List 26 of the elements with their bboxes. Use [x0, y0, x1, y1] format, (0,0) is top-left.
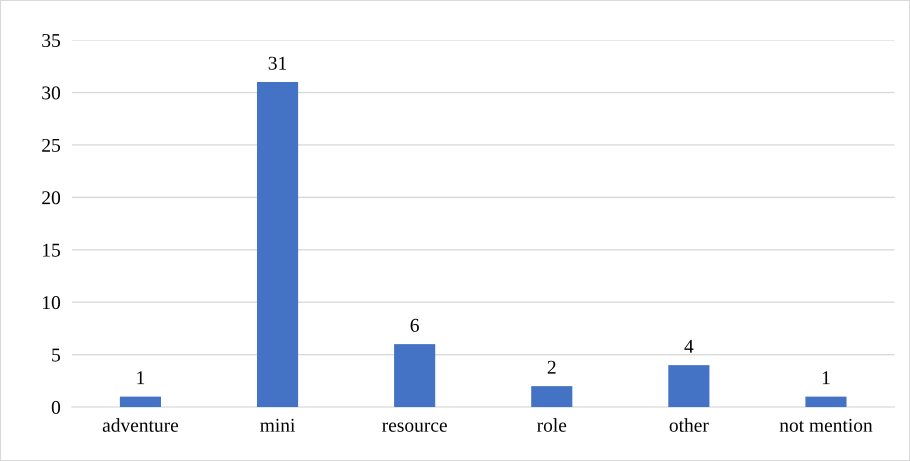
bar [256, 82, 298, 408]
bar [394, 344, 436, 408]
x-tick-label: mini [260, 418, 296, 432]
bar [120, 396, 162, 408]
bar [805, 396, 847, 408]
data-label: 31 [268, 56, 286, 70]
data-label: 4 [684, 340, 694, 353]
x-tick-label: resource [382, 422, 447, 432]
y-tick-label: 20 [42, 191, 60, 204]
x-tick-label: other [670, 418, 709, 432]
y-tick-label: 30 [42, 86, 60, 100]
data-label: 6 [410, 318, 419, 332]
y-tick-label: 10 [43, 296, 60, 310]
data-label: 2 [548, 360, 556, 374]
y-tick-label: 25 [42, 138, 60, 152]
data-label: 1 [822, 371, 830, 384]
data-label: 1 [137, 371, 144, 384]
x-tick-label: role [537, 418, 566, 432]
bar [668, 365, 710, 408]
y-tick-label: 5 [52, 348, 60, 362]
x-tick-label: adventure [102, 418, 178, 432]
x-tick-label: not mention [780, 418, 872, 432]
y-tick-label: 15 [43, 244, 60, 257]
bar [531, 386, 572, 408]
y-tick-label: 0 [52, 400, 60, 414]
y-tick-label: 35 [42, 34, 60, 48]
